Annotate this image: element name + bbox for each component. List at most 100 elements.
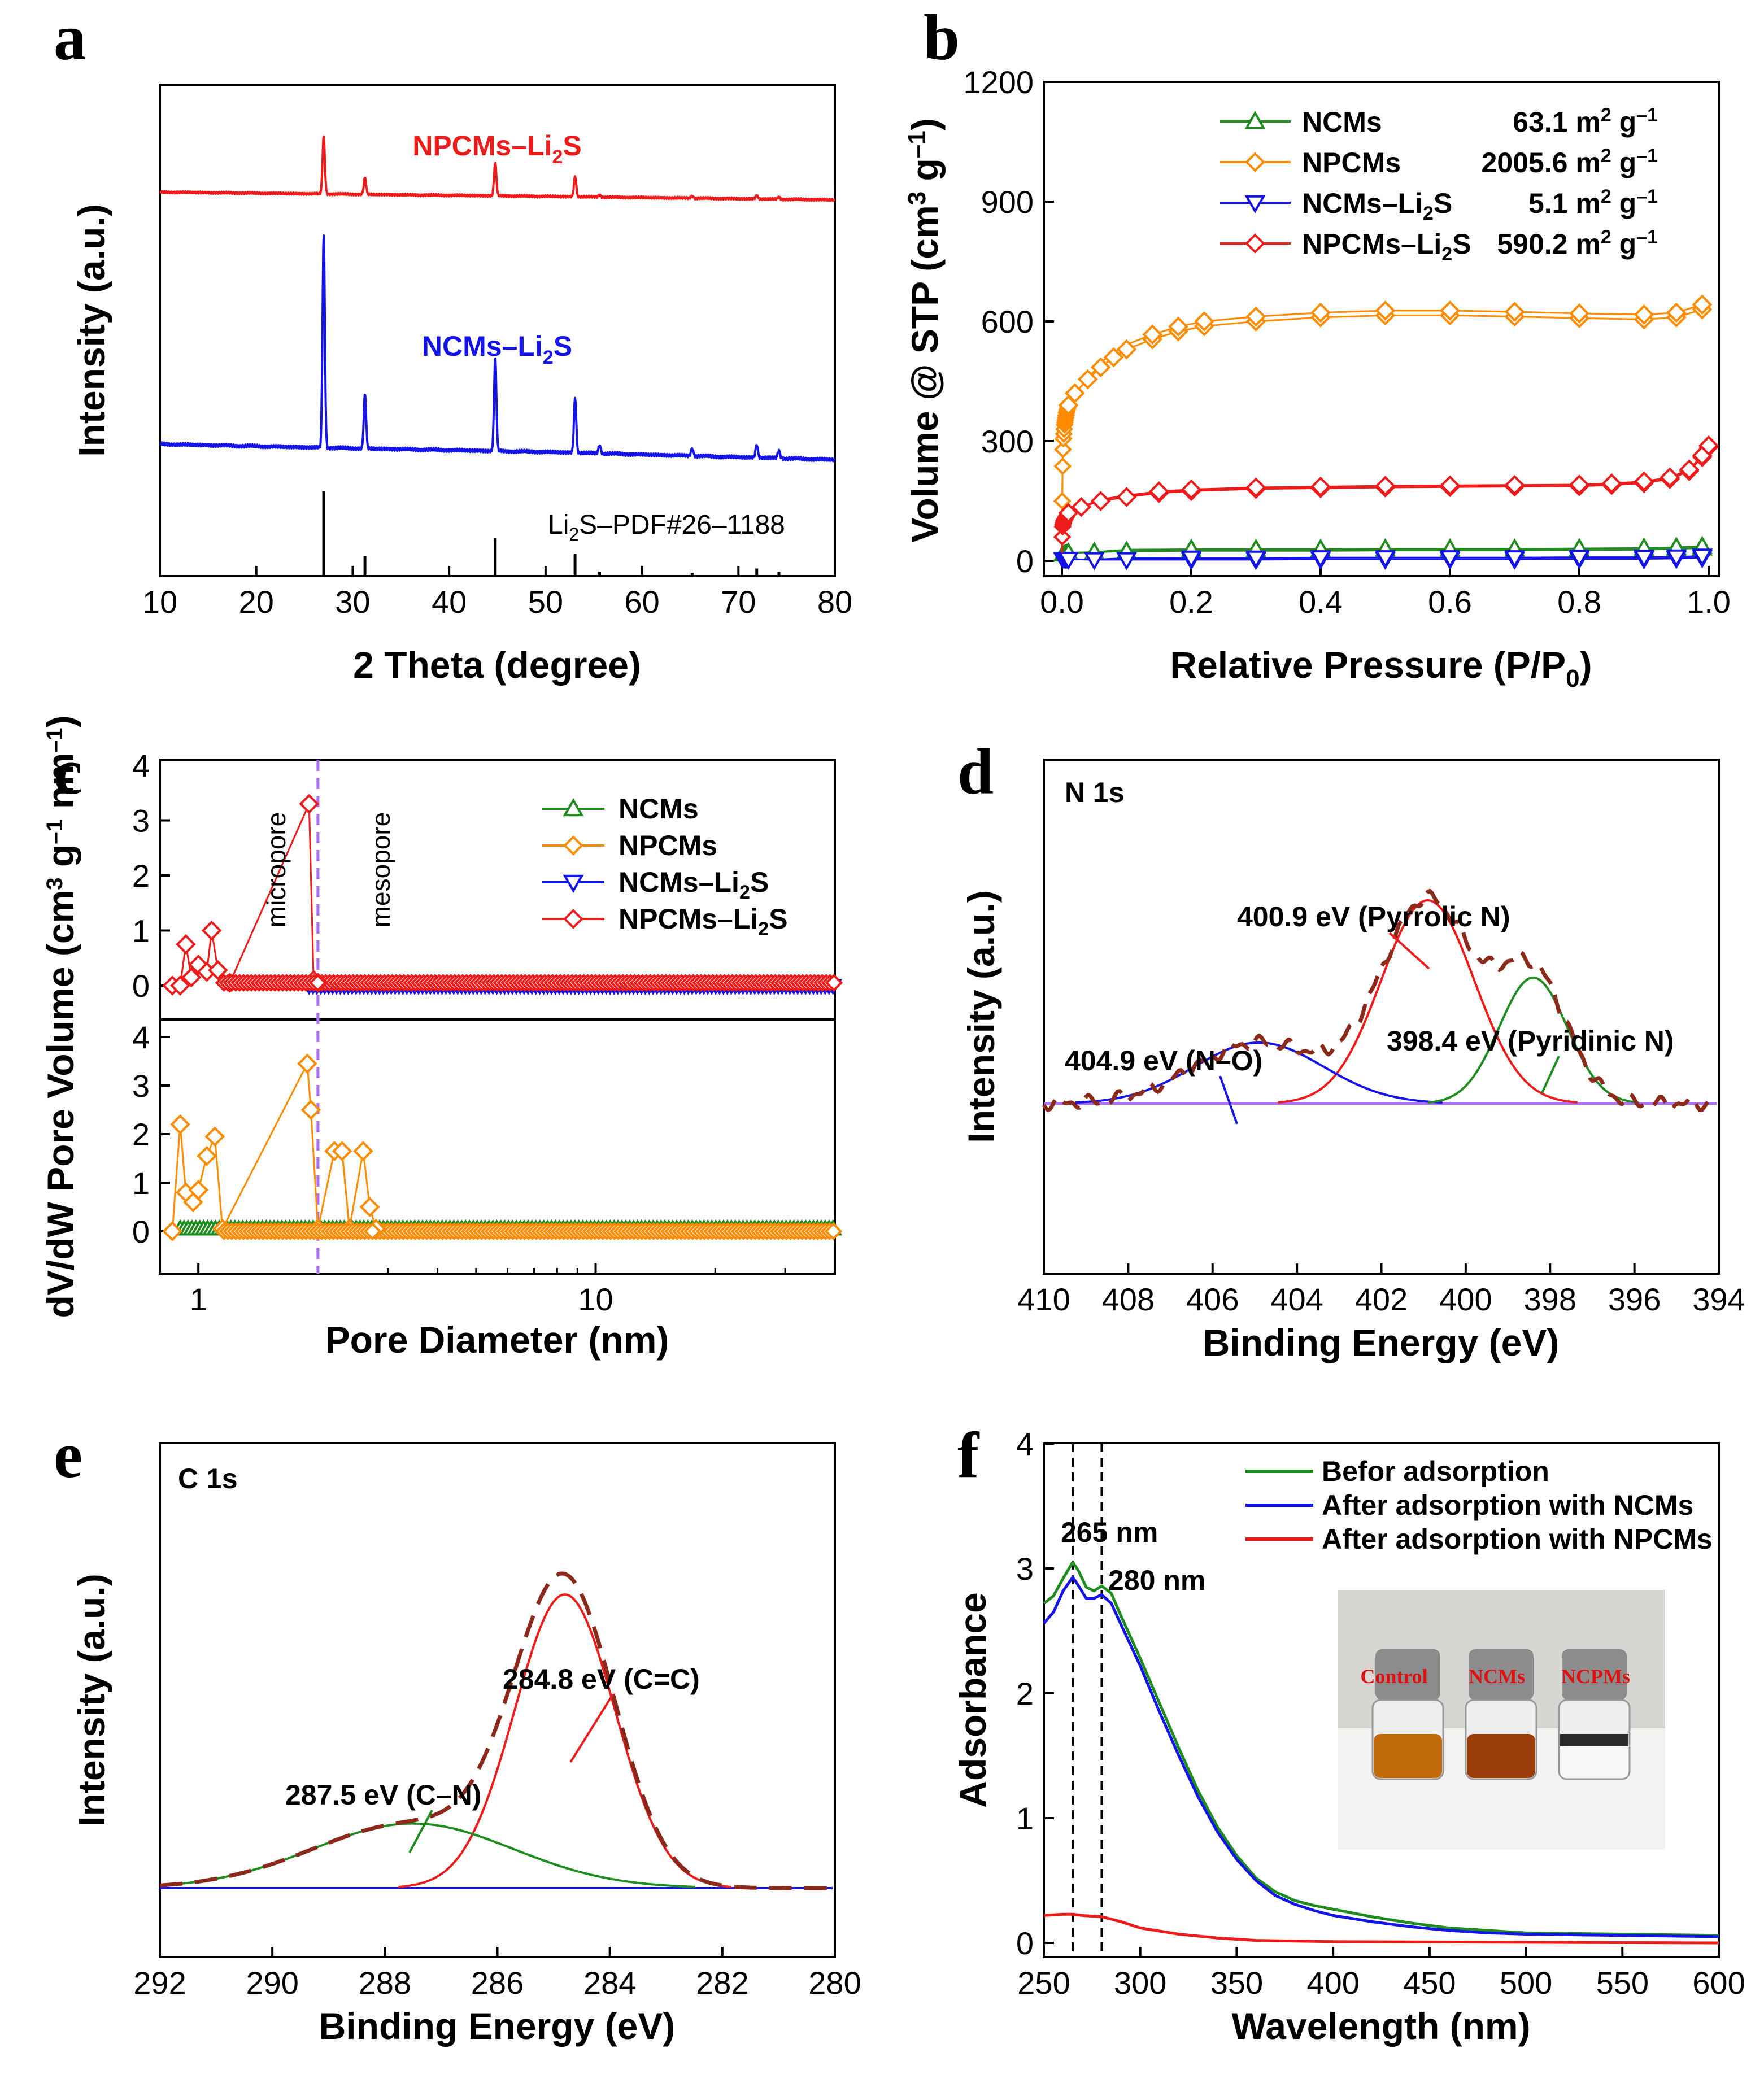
marker-triangle-down — [1310, 550, 1331, 569]
marker-diamond — [825, 974, 843, 992]
marker-triangle-down — [1504, 550, 1525, 569]
vial-control — [1371, 1649, 1444, 1780]
y-axis-title-b: Volume @ STP (cm3 g–1) — [903, 118, 946, 542]
marker-diamond — [299, 794, 320, 814]
x-tick-label: 40 — [432, 584, 467, 620]
reference-peaks-a — [322, 491, 781, 576]
panel-label-f: f — [957, 1419, 980, 1491]
marker-diamond — [1440, 475, 1460, 496]
uv-vis-curve-0 — [1043, 1561, 1719, 1937]
annotation-c-n: 287.5 eV (C–N) — [285, 1779, 481, 1811]
y-tick-label-bottom: 4 — [132, 1019, 150, 1055]
marker-diamond — [1440, 300, 1460, 321]
legend-label-sub: –Li — [1382, 188, 1423, 219]
legend-label-name: NCMs — [1302, 188, 1382, 219]
x-tick-label: 400 — [1439, 1282, 1492, 1317]
x-tick-label: 400 — [1306, 1965, 1359, 2001]
vial-ncms — [1465, 1649, 1537, 1780]
area-sup: 2 — [1601, 186, 1611, 207]
marker-triangle-down — [1439, 550, 1461, 569]
area-sup2: –1 — [1636, 186, 1658, 207]
legend-label-name: NPCMs — [1302, 228, 1401, 260]
panel-a: a 10 20 30 40 50 60 70 80 NPCMs–Li2S NCMs–Li2S … — [54, 2, 852, 686]
marker-triangle-down — [1569, 550, 1590, 568]
y-axis-title-c: dV/dW Pore Volume (cm3 g–1 nm–1) — [40, 715, 81, 1318]
marker-diamond — [297, 1053, 317, 1074]
x-tick-label: 410 — [1017, 1282, 1070, 1317]
area-sup: 2 — [1601, 226, 1611, 248]
plot-frame-c — [159, 759, 836, 1275]
legend-marker — [563, 874, 584, 894]
legend-label-name: NPCMs — [619, 903, 717, 935]
x-tick-label: 286 — [471, 1965, 524, 2001]
legend-area-value: 63.1 m2 g–1 — [1513, 104, 1658, 138]
legend-label-sub2: 2 — [1441, 243, 1452, 265]
region-label-mesopore: mesopore — [366, 812, 395, 928]
marker-diamond — [1071, 496, 1092, 517]
x-tick-label: 250 — [1017, 1965, 1070, 2001]
fit-peak-2 — [1427, 976, 1639, 1104]
series-e — [159, 1571, 833, 1890]
x-axis-title-c: Pore Diameter (nm) — [325, 1319, 669, 1361]
legend-label: NPCMs–Li2S — [619, 903, 788, 940]
y-tick-label: 3 — [1016, 1551, 1034, 1587]
marker-diamond — [1634, 471, 1654, 492]
y-tick-label: 1 — [1016, 1801, 1034, 1836]
legend-label: NCMs — [619, 793, 699, 825]
legend-label-sub2: 2 — [1423, 203, 1434, 224]
marker-diamond — [1053, 528, 1072, 546]
marker-triangle-down — [1375, 550, 1396, 569]
marker-diamond — [1053, 492, 1072, 510]
marker-diamond — [1698, 435, 1719, 456]
legend-area-value: 5.1 m2 g–1 — [1528, 186, 1658, 219]
x-axis-title-d: Binding Energy (eV) — [1203, 1322, 1560, 1363]
legend-label-sub: –Li — [1401, 228, 1441, 260]
legend-label: After adsorption with NPCMs — [1322, 1523, 1713, 1555]
y-tick-label-bottom: 1 — [132, 1165, 150, 1201]
legend-marker — [1244, 110, 1266, 129]
x-tick-label: 402 — [1355, 1282, 1408, 1317]
legend-label-sub2: 2 — [758, 918, 769, 940]
photo-label-ncpms: NCPMs — [1561, 1665, 1630, 1688]
x-tick-label: 0.4 — [1299, 584, 1343, 620]
marker-diamond — [1194, 311, 1214, 332]
marker-triangle-down — [1181, 550, 1202, 569]
legend-label-suffix: S — [1452, 228, 1471, 260]
x-tick-label: 500 — [1500, 1965, 1552, 2001]
marker-triangle-down — [1116, 552, 1137, 570]
series-c — [162, 760, 843, 1274]
label-npcms-li2s-a: NPCMs–Li2S — [412, 130, 582, 168]
legend-marker — [563, 798, 584, 817]
marker-diamond — [1310, 302, 1331, 323]
marker-diamond — [1601, 473, 1622, 494]
label-ncms-li2s-a: NCMs–Li2S — [422, 330, 572, 368]
panel-label-d: d — [957, 736, 994, 808]
legend-marker — [1245, 152, 1265, 172]
marker-diamond — [363, 1222, 382, 1240]
legend-label: NPCMs–Li2S — [1302, 228, 1471, 265]
marker-triangle-down — [1245, 550, 1266, 569]
marker-diamond — [300, 1100, 321, 1120]
marker-diamond — [204, 1126, 225, 1147]
x-tick-label: 80 — [817, 584, 852, 620]
panel-label-a: a — [54, 2, 86, 73]
y-tick-label: 0 — [1016, 1925, 1034, 1961]
traces-a — [159, 135, 836, 463]
x-tick-label: 60 — [624, 584, 659, 620]
x-tick-label: 406 — [1186, 1282, 1239, 1317]
legend-label: After adsorption with NCMs — [1322, 1489, 1693, 1521]
legend-label-sub: –Li — [699, 866, 739, 898]
x-tick-label: 10 — [142, 584, 177, 620]
legend-label-name: NPCMs — [619, 830, 717, 861]
y-tick-label-top: 0 — [132, 968, 150, 1004]
marker-diamond — [1375, 300, 1396, 321]
marker-diamond — [1245, 306, 1266, 327]
marker-triangle-down — [1058, 551, 1079, 570]
legend-marker — [563, 835, 583, 856]
ticks-f: 250 300 350 400 450 500 550 600 0 1 2 3 4 — [1016, 1426, 1745, 2001]
legend-marker — [563, 909, 583, 929]
title-n1s: N 1s — [1065, 777, 1125, 808]
marker-diamond — [1077, 369, 1098, 390]
marker-diamond — [824, 1222, 843, 1240]
